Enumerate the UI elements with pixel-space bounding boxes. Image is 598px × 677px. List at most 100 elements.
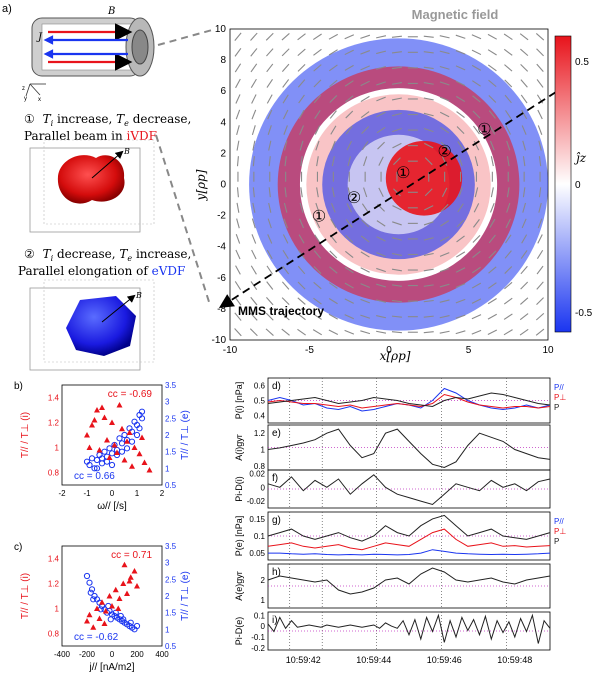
field-arrow	[458, 187, 463, 198]
field-arrow	[521, 234, 528, 244]
field-arrow	[391, 97, 402, 101]
ts-y-tick-label: 0.1	[254, 532, 266, 541]
panel-tag: c)	[14, 542, 22, 553]
electron-point	[118, 448, 126, 455]
field-arrow	[504, 281, 513, 290]
field-arrow	[490, 187, 494, 198]
electron-point	[118, 440, 126, 447]
field-arrow	[345, 235, 354, 243]
field-arrow	[455, 95, 466, 103]
electron-point	[108, 450, 116, 457]
ion-point	[94, 605, 100, 611]
field-arrow	[455, 50, 466, 55]
field-arrow	[235, 78, 241, 89]
field-arrow	[312, 329, 323, 336]
y-right-tick-label: 3	[165, 559, 170, 568]
field-arrow	[487, 313, 497, 320]
field-arrow	[391, 82, 402, 85]
map-y-ticks: 10 8 6 4 2 0 -2 -4 -6 -8 -10	[212, 24, 227, 346]
field-arrow	[297, 33, 306, 41]
field-arrow	[281, 281, 290, 290]
ion-point	[90, 624, 97, 630]
field-arrow	[344, 314, 355, 320]
electron-point	[121, 431, 128, 439]
x-tick-label: 400	[155, 650, 169, 659]
electron-point	[87, 589, 94, 596]
field-arrow	[473, 203, 480, 213]
ts-y-tick-label: 1	[261, 596, 266, 605]
field-arrow	[391, 284, 402, 287]
ts-y-label: P(e) [nPa]	[234, 516, 244, 557]
ts-y-tick-label: -0.2	[251, 644, 265, 653]
electron-vdf-box: B	[29, 279, 155, 371]
map-y-tick-label: 10	[215, 24, 227, 35]
field-arrow	[251, 249, 257, 260]
field-arrow	[282, 109, 289, 120]
field-arrow	[489, 218, 496, 228]
field-arrow	[283, 218, 288, 229]
electron-point	[136, 425, 143, 432]
electron-point	[133, 622, 141, 630]
field-arrow	[297, 313, 306, 321]
field-arrow	[455, 65, 466, 71]
field-arrow	[439, 283, 450, 288]
field-arrow	[439, 236, 450, 242]
field-arrow	[473, 219, 480, 228]
field-arrow	[423, 221, 434, 226]
field-arrow	[329, 79, 338, 88]
y-right-tick-label: 3.5	[165, 381, 177, 390]
field-arrow	[520, 79, 528, 88]
field-arrow	[363, 187, 368, 198]
field-arrow	[439, 315, 450, 319]
ts-y-tick-label: 0.5	[254, 397, 266, 406]
field-arrow	[535, 328, 545, 336]
field-arrow	[520, 63, 529, 72]
map-x-tick-label: -5	[305, 345, 314, 356]
field-arrow	[440, 126, 450, 134]
field-arrow	[344, 80, 354, 87]
ion-point	[99, 404, 105, 410]
y-right-label: T// / T⊥ (e)	[180, 410, 191, 460]
field-arrow	[251, 94, 257, 104]
ion-point	[115, 605, 122, 611]
axis-tick	[25, 83, 31, 97]
field-arrow	[282, 79, 290, 88]
ion-point	[101, 414, 108, 420]
field-arrow	[506, 187, 510, 198]
field-arrow	[488, 95, 497, 103]
field-arrow	[503, 313, 513, 320]
field-arrow	[329, 110, 337, 119]
field-arrow	[506, 140, 511, 151]
field-arrow	[236, 187, 239, 198]
field-arrow	[234, 32, 242, 41]
field-arrow	[363, 156, 368, 167]
field-arrow	[423, 315, 434, 318]
field-arrow	[283, 202, 288, 213]
field-arrow	[474, 156, 479, 167]
field-arrow	[521, 109, 528, 120]
field-arrow	[267, 109, 273, 120]
field-arrow	[313, 64, 322, 72]
trajectory-label: MMS trajectory	[238, 304, 324, 318]
field-arrow	[489, 125, 496, 135]
field-arrow	[313, 94, 322, 104]
field-arrow	[489, 140, 495, 151]
field-arrow	[265, 312, 274, 321]
field-arrow	[537, 234, 543, 244]
ts-legend-entry: P⊥	[554, 527, 566, 536]
field-arrow	[328, 282, 338, 289]
electron-point	[88, 586, 96, 593]
field-arrow	[391, 252, 402, 256]
field-arrow	[439, 50, 450, 55]
field-arrow	[249, 328, 258, 337]
ion-point	[139, 434, 145, 440]
electron-point	[107, 616, 114, 623]
map-y-tick-label: -2	[217, 211, 226, 222]
current-J-label: J	[36, 32, 43, 43]
field-arrow	[281, 48, 290, 57]
return-arrows	[43, 35, 128, 59]
field-arrow	[281, 33, 290, 41]
x-tick-label: -2	[58, 489, 66, 498]
map-x-tick-label: 5	[466, 345, 472, 356]
